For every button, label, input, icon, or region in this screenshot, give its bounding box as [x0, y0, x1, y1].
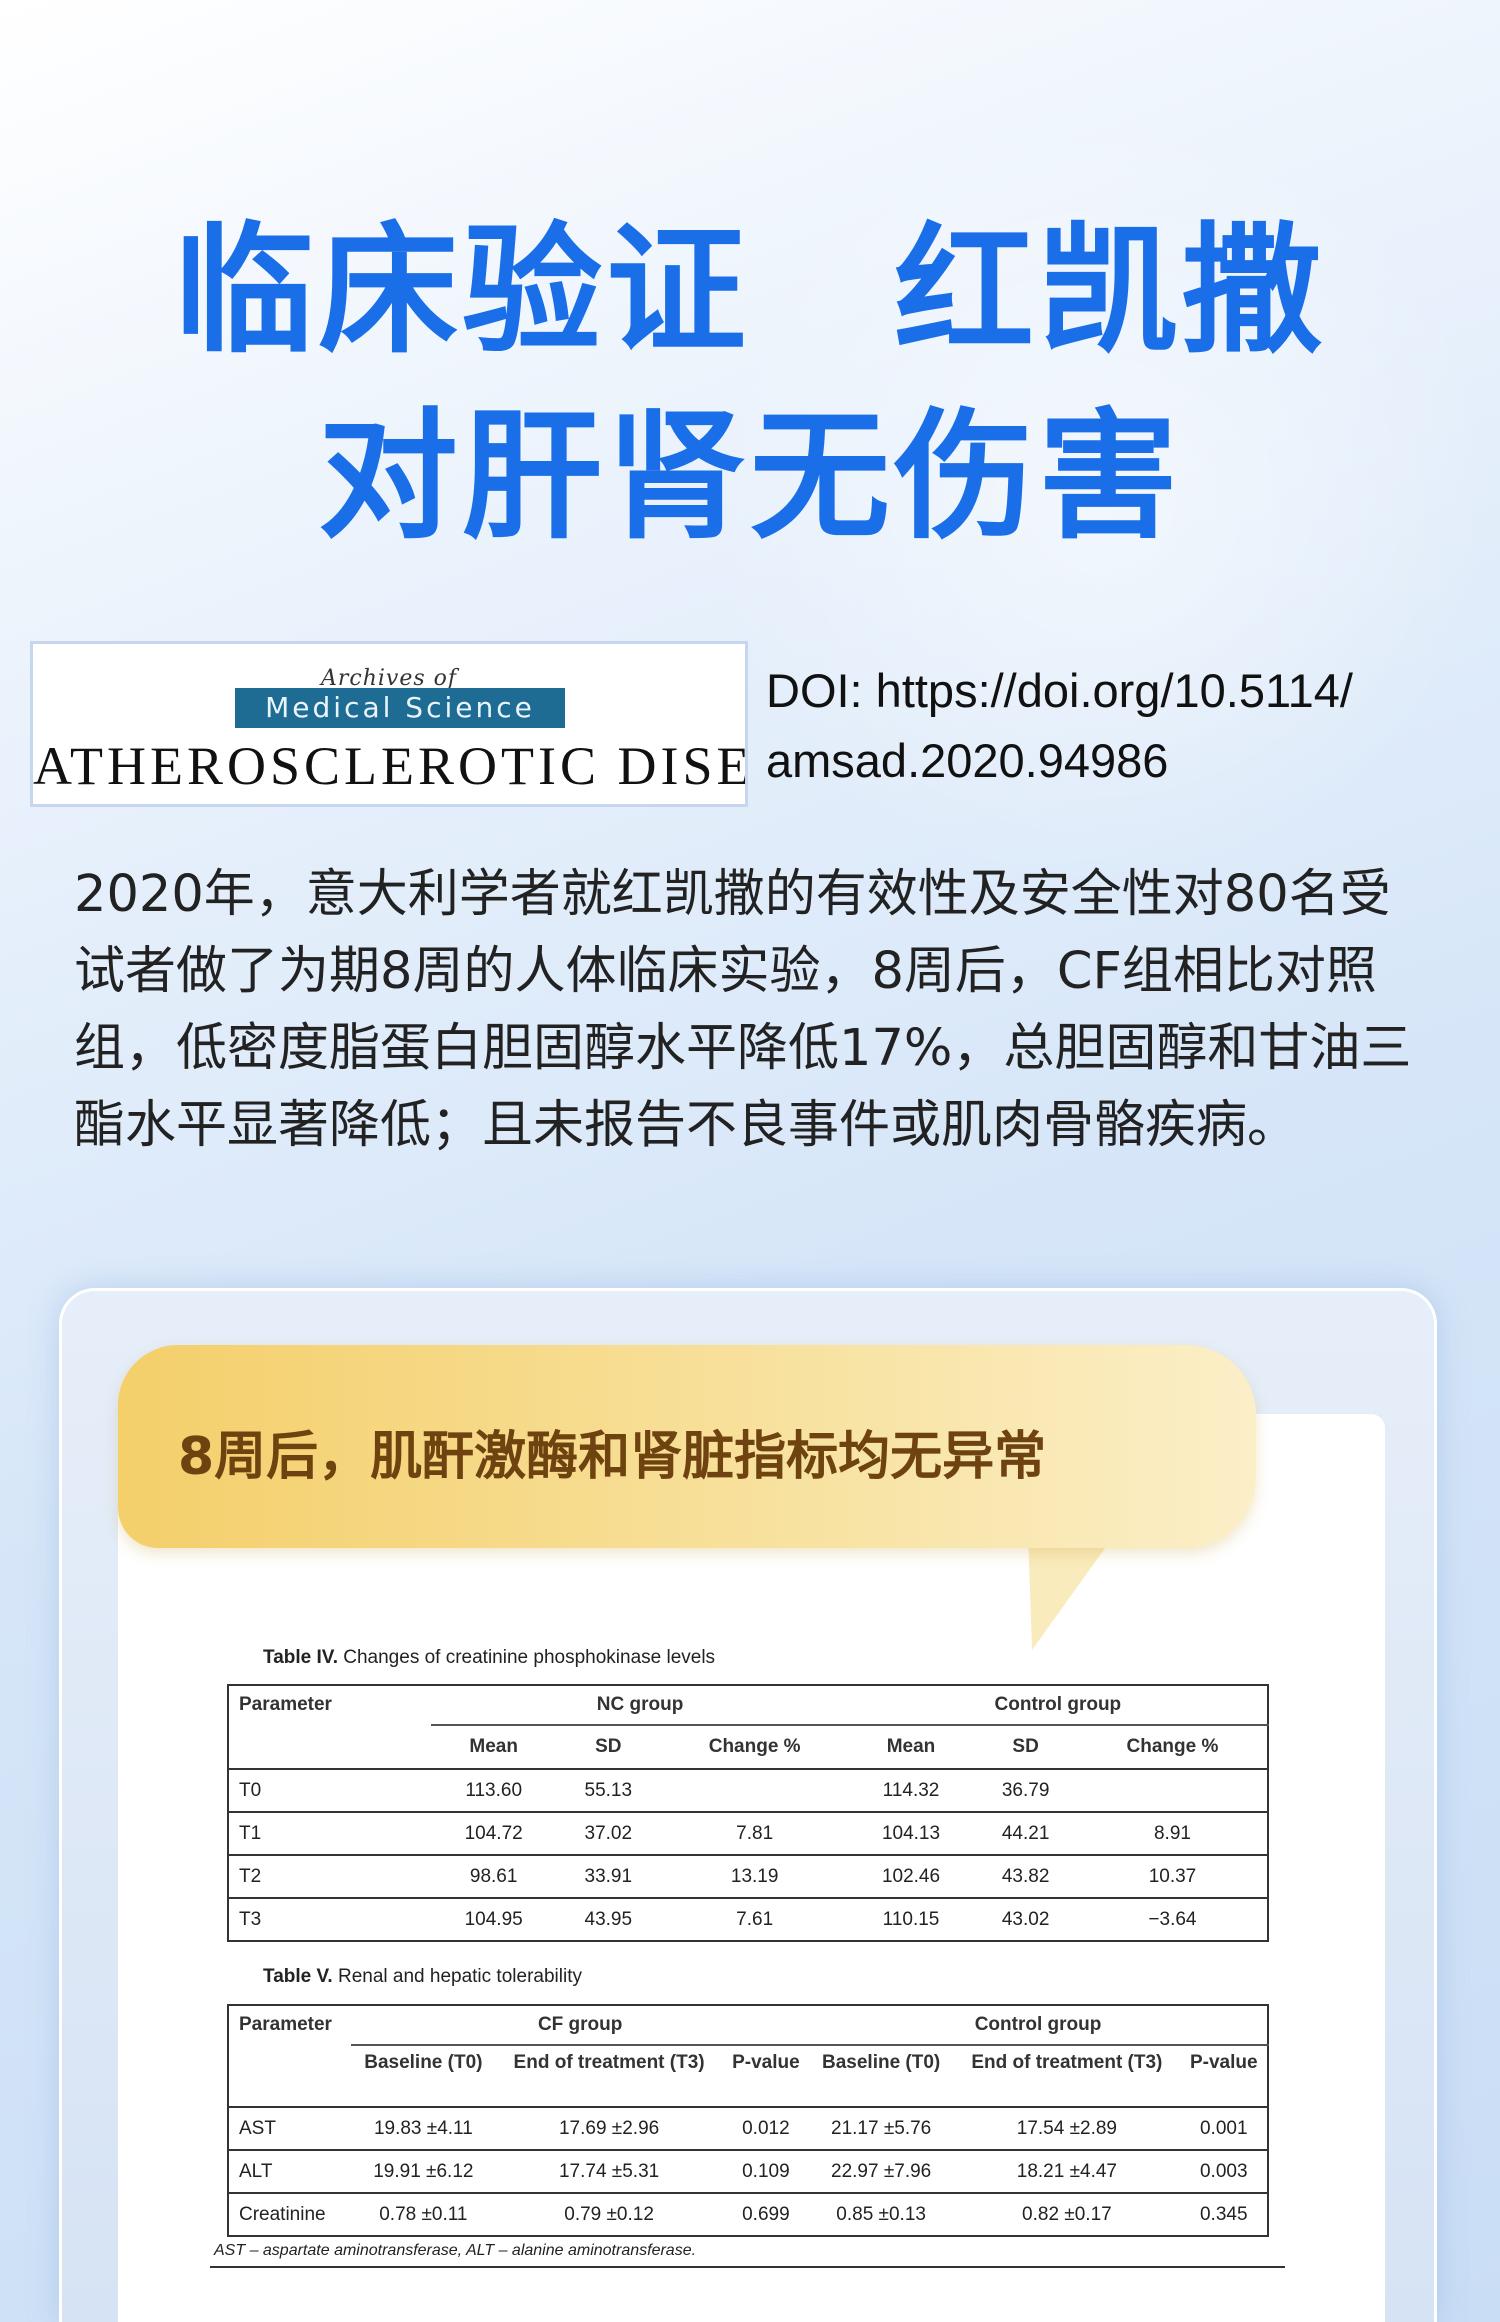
table5-col-header: Baseline (T0): [809, 2044, 954, 2107]
table4-col-header: Change %: [660, 1724, 849, 1769]
table5-caption: Table V. Renal and hepatic tolerability: [263, 1966, 582, 1987]
table4-group1: NC group: [596, 1694, 684, 1715]
footnote-rule: [210, 2266, 1285, 2268]
row-label: T0: [228, 1768, 432, 1812]
logo-medical-science: Medical Science: [235, 688, 565, 728]
table5-group1: CF group: [537, 2014, 623, 2035]
table-cell: 0.699: [722, 2192, 810, 2236]
table-cell: 0.001: [1180, 2106, 1268, 2150]
table-cell: 43.95: [555, 1897, 661, 1941]
table-row: T0 113.60 55.13 114.32 36.79: [228, 1768, 1268, 1812]
table5: Parameter CF group Control group Baseline …: [227, 2004, 1269, 2237]
table-cell: 17.69 ±2.96: [495, 2106, 723, 2150]
table4-param-header: Parameter: [239, 1694, 332, 1715]
row-label: ALT: [228, 2149, 352, 2193]
doi-text: DOI: https://doi.org/10.5114/ amsad.2020…: [766, 656, 1486, 796]
table-row: AST 19.83 ±4.11 17.69 ±2.96 0.012 21.17 ±5.7…: [228, 2106, 1268, 2150]
table5-col-header: End of treatment (T3): [495, 2044, 723, 2107]
study-description: 2020年，意大利学者就红凯撒的有效性及安全性对80名受试者做了为期8周的人体临…: [74, 865, 1412, 1155]
table-cell: 0.78 ±0.11: [351, 2192, 496, 2236]
headline-line-2: 对肝肾无伤害: [317, 396, 1182, 559]
table5-group2: Control group: [974, 2014, 1102, 2035]
table-cell: 44.21: [973, 1811, 1078, 1855]
table-cell: [660, 1768, 849, 1812]
table4-col-header: SD: [555, 1724, 661, 1769]
table4-col-header: Change %: [1077, 1724, 1268, 1769]
table-cell: 104.72: [431, 1811, 556, 1855]
table-cell: 19.83 ±4.11: [351, 2106, 496, 2150]
row-label: T3: [228, 1897, 432, 1941]
table4: Parameter NC group Control group Mean SD Cha…: [227, 1684, 1269, 1942]
table-cell: 0.82 ±0.17: [953, 2192, 1181, 2236]
table-cell: 22.97 ±7.96: [809, 2149, 954, 2193]
table-cell: 43.02: [973, 1897, 1078, 1941]
callout-bubble: [118, 1345, 1256, 1548]
table5-param-header: Parameter: [239, 2014, 332, 2035]
logo-journal-name: ATHEROSCLEROTIC DISEASES: [33, 736, 748, 796]
table-cell: 36.79: [973, 1768, 1078, 1812]
table-cell: 33.91: [555, 1854, 661, 1898]
table5-col-header: Baseline (T0): [351, 2044, 496, 2107]
table-cell: 37.02: [555, 1811, 661, 1855]
table-cell: 102.46: [848, 1854, 974, 1898]
table-cell: [1077, 1768, 1268, 1812]
row-label: T1: [228, 1811, 432, 1855]
table-cell: 55.13: [555, 1768, 661, 1812]
table-cell: 10.37: [1077, 1854, 1268, 1898]
table-cell: 21.17 ±5.76: [809, 2106, 954, 2150]
row-label: Creatinine: [228, 2192, 352, 2236]
callout-text: 8周后，肌酐激酶和肾脏指标均无异常: [178, 1427, 1047, 1487]
table-cell: 104.13: [848, 1811, 974, 1855]
table4-col-header: Mean: [431, 1724, 556, 1769]
table-cell: 114.32: [848, 1768, 974, 1812]
doi-line-2: amsad.2020.94986: [766, 734, 1169, 787]
journal-logo: Archives of Medical Science ATHEROSCLERO…: [30, 641, 748, 807]
table-cell: 8.91: [1077, 1811, 1268, 1855]
row-label: T2: [228, 1854, 432, 1898]
table4-group2: Control group: [994, 1694, 1122, 1715]
table-cell: −3.64: [1077, 1897, 1268, 1941]
table-cell: 19.91 ±6.12: [351, 2149, 496, 2193]
logo-archives: Archives of: [320, 666, 458, 691]
row-label: AST: [228, 2106, 352, 2150]
headline-line-1: 临床验证 红凯撒: [173, 210, 1326, 373]
table5-col-header: End of treatment (T3): [953, 2044, 1181, 2107]
table-cell: 0.003: [1180, 2149, 1268, 2193]
table-row: T1 104.72 37.02 7.81 104.13 44.21 8.91: [228, 1811, 1268, 1855]
table-cell: 43.82: [973, 1854, 1078, 1898]
table5-col-header: P-value: [722, 2044, 810, 2107]
table-cell: 113.60: [431, 1768, 556, 1812]
table-row: T2 98.61 33.91 13.19 102.46 43.82 10.37: [228, 1854, 1268, 1898]
table-row: Creatinine 0.78 ±0.11 0.79 ±0.12 0.699 0.85 …: [228, 2192, 1268, 2236]
table-cell: 0.345: [1180, 2192, 1268, 2236]
table-cell: 13.19: [660, 1854, 849, 1898]
doi-line-1: DOI: https://doi.org/10.5114/: [766, 664, 1353, 717]
table-cell: 0.85 ±0.13: [809, 2192, 954, 2236]
table-cell: 0.79 ±0.12: [495, 2192, 723, 2236]
table-cell: 104.95: [431, 1897, 556, 1941]
table4-col-header: Mean: [848, 1724, 974, 1769]
table-row: ALT 19.91 ±6.12 17.74 ±5.31 0.109 22.97 ±7.9…: [228, 2149, 1268, 2193]
table5-footnote: AST – aspartate aminotransferase, ALT – …: [214, 2242, 697, 2259]
table-row: T3 104.95 43.95 7.61 110.15 43.02 −3.64: [228, 1897, 1268, 1941]
table-cell: 18.21 ±4.47: [953, 2149, 1181, 2193]
table-cell: 7.81: [660, 1811, 849, 1855]
table-cell: 17.74 ±5.31: [495, 2149, 723, 2193]
table-cell: 110.15: [848, 1897, 974, 1941]
table-cell: 7.61: [660, 1897, 849, 1941]
table4-caption: Table IV. Changes of creatinine phosphok…: [263, 1647, 716, 1668]
table-cell: 98.61: [431, 1854, 556, 1898]
table-cell: 0.109: [722, 2149, 810, 2193]
table4-col-header: SD: [973, 1724, 1078, 1769]
table-cell: 17.54 ±2.89: [953, 2106, 1181, 2150]
table-cell: 0.012: [722, 2106, 810, 2150]
table5-col-header: P-value: [1180, 2044, 1268, 2107]
